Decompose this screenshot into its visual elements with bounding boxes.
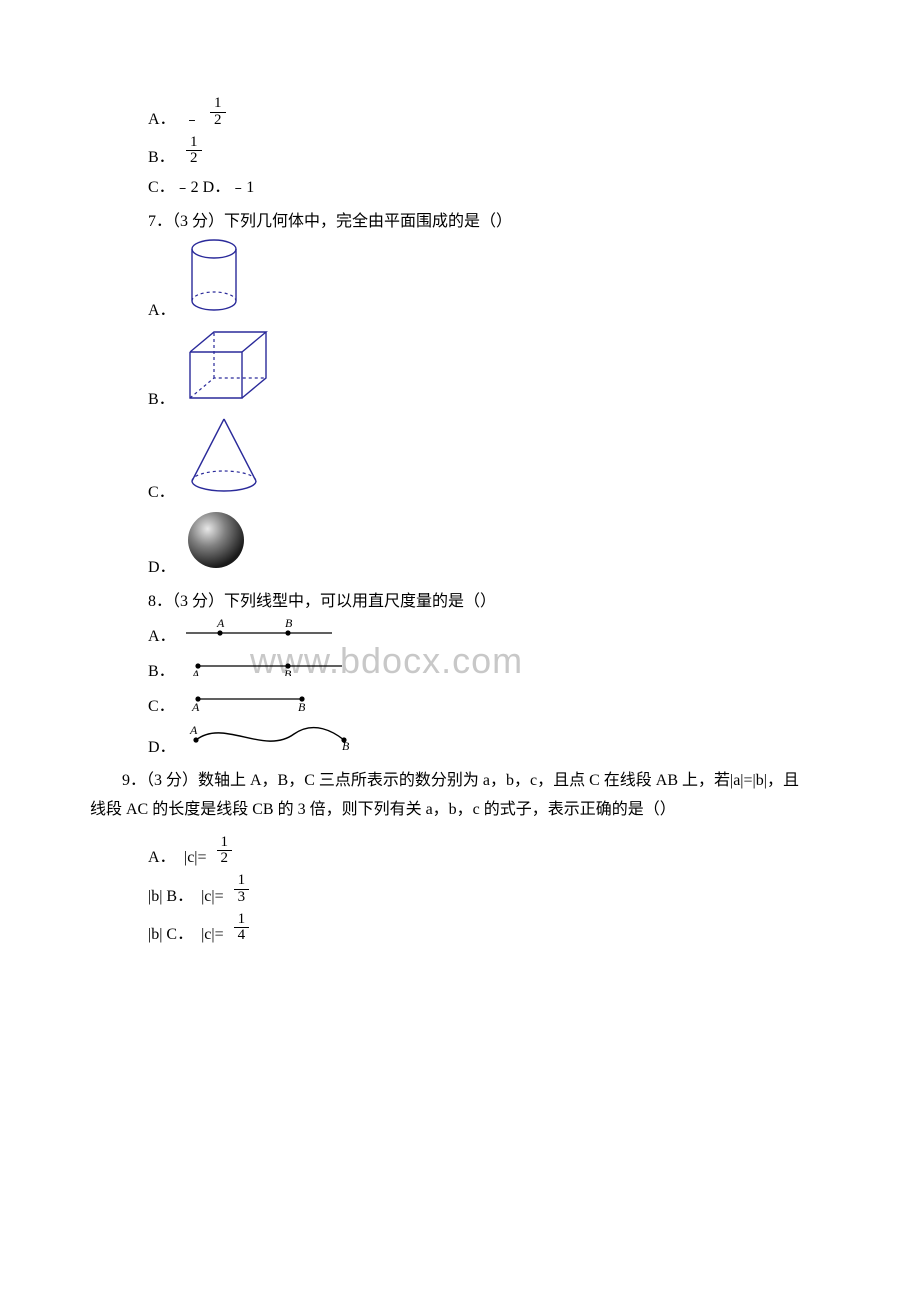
q7-option-b: B． (148, 326, 830, 409)
q7-stem: 7．（3 分）下列几何体中，完全由平面围成的是（） (148, 207, 830, 231)
svg-text:A: A (191, 700, 200, 711)
q9-c-frac: 1 4 (234, 912, 250, 945)
curve-icon: A B (184, 722, 364, 757)
q6-cd-text: C．﹣2 D．﹣1 (148, 173, 254, 197)
q6-a-label: A． (148, 105, 176, 129)
q7-a-label: A． (148, 296, 176, 320)
q9-a-lhs: |c|= (184, 849, 207, 867)
q6-b-label: B． (148, 143, 176, 167)
q9-c-num: 1 (234, 912, 250, 929)
page: A． ﹣ 1 2 B． 1 2 C．﹣2 D．﹣1 7．（3 分）下列几何体中，… (0, 0, 920, 990)
q6-b-den: 2 (186, 151, 202, 167)
sphere-icon (184, 508, 248, 577)
q8-option-b: B． A B (148, 652, 830, 681)
cylinder-icon (184, 237, 244, 320)
q7-d-label: D． (148, 553, 176, 577)
q7-b-label: B． (148, 385, 176, 409)
q8-option-a: A． A B (148, 617, 830, 646)
q8-stem: 8．（3 分）下列线型中，可以用直尺度量的是（） (148, 587, 830, 611)
svg-text:B: B (284, 667, 292, 676)
q9-c-prefix: |b| C． (148, 920, 193, 944)
svg-text:B: B (342, 739, 350, 752)
q7-option-d: D． (148, 508, 830, 577)
q6-a-frac: 1 2 (210, 96, 226, 129)
q9-a-frac: 1 2 (217, 835, 233, 868)
q6-b-frac: 1 2 (186, 135, 202, 168)
ray-right-icon: A B (184, 652, 344, 681)
q8-option-d: D． A B (148, 722, 830, 757)
q8-b-label: B． (148, 657, 176, 681)
q9-b-frac: 1 3 (234, 873, 250, 906)
q6-a-neg: ﹣ (184, 105, 200, 129)
svg-text:B: B (285, 617, 293, 630)
q9-c-lhs: |c|= (201, 926, 224, 944)
q6-a-den: 2 (210, 113, 226, 129)
segment-icon: A B (184, 687, 324, 716)
q6-option-cd: C．﹣2 D．﹣1 (148, 173, 830, 197)
q9-c-den: 4 (234, 928, 250, 944)
q9-option-c: |b| C． |c|= 1 4 (148, 912, 830, 945)
q7-option-a: A． (148, 237, 830, 320)
q9-a-num: 1 (217, 835, 233, 852)
q9-stem: 9．（3 分）数轴上 A，B，C 三点所表示的数分别为 a，b，c，且点 C 在… (90, 767, 810, 825)
cone-icon (184, 415, 264, 502)
q9-option-b: |b| B． |c|= 1 3 (148, 873, 830, 906)
q6-option-a: A． ﹣ 1 2 (148, 96, 830, 129)
line-both-extend-icon: A B (184, 617, 334, 646)
q7-c-label: C． (148, 478, 176, 502)
q9-b-prefix: |b| B． (148, 882, 193, 906)
q6-option-b: B． 1 2 (148, 135, 830, 168)
q8-d-label: D． (148, 733, 176, 757)
q6-a-num: 1 (210, 96, 226, 113)
q9-b-den: 3 (234, 890, 250, 906)
q7-option-c: C． (148, 415, 830, 502)
q9-a-den: 2 (217, 851, 233, 867)
q8-c-label: C． (148, 692, 176, 716)
q9-a-label: A． (148, 843, 176, 867)
svg-text:A: A (216, 617, 225, 630)
q8-a-label: A． (148, 622, 176, 646)
q9-b-lhs: |c|= (201, 888, 224, 906)
q9-b-num: 1 (234, 873, 250, 890)
q6-b-num: 1 (186, 135, 202, 152)
q9-option-a: A． |c|= 1 2 (148, 835, 830, 868)
cube-icon (184, 326, 274, 409)
q8-option-c: C． A B (148, 687, 830, 716)
svg-text:A: A (189, 723, 198, 737)
svg-text:A: A (191, 667, 200, 676)
svg-text:B: B (298, 700, 306, 711)
